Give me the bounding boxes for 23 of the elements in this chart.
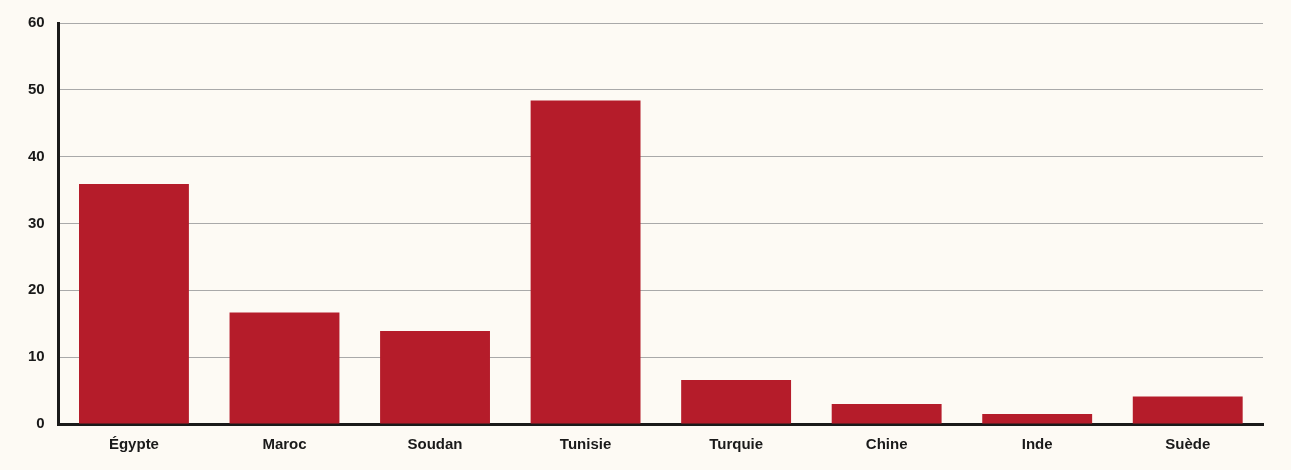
bar xyxy=(530,100,641,424)
y-tick-label: 60 xyxy=(28,13,45,31)
x-tick-label: Chine xyxy=(865,435,908,453)
x-tick-label: Suède xyxy=(1165,435,1211,453)
y-tick-label: 20 xyxy=(28,280,45,298)
bar xyxy=(681,379,792,424)
bar xyxy=(380,331,490,424)
x-tick-label: Inde xyxy=(1021,435,1053,453)
bar xyxy=(229,312,340,424)
bar xyxy=(79,184,189,424)
x-tick-label: Soudan xyxy=(407,435,463,453)
x-tick-label: Maroc xyxy=(262,435,307,453)
y-tick-label: 10 xyxy=(28,347,45,365)
bar xyxy=(1132,396,1243,424)
x-tick-label: Tunisie xyxy=(559,435,612,453)
y-tick-label: 50 xyxy=(28,79,45,97)
y-tick-label: 0 xyxy=(36,414,45,432)
x-tick-label: Égypte xyxy=(108,435,159,453)
y-tick-label: 40 xyxy=(28,146,45,164)
bar xyxy=(982,413,1093,424)
x-tick-label: Turquie xyxy=(709,435,764,453)
bar xyxy=(831,403,942,424)
y-tick-label: 30 xyxy=(28,213,45,231)
